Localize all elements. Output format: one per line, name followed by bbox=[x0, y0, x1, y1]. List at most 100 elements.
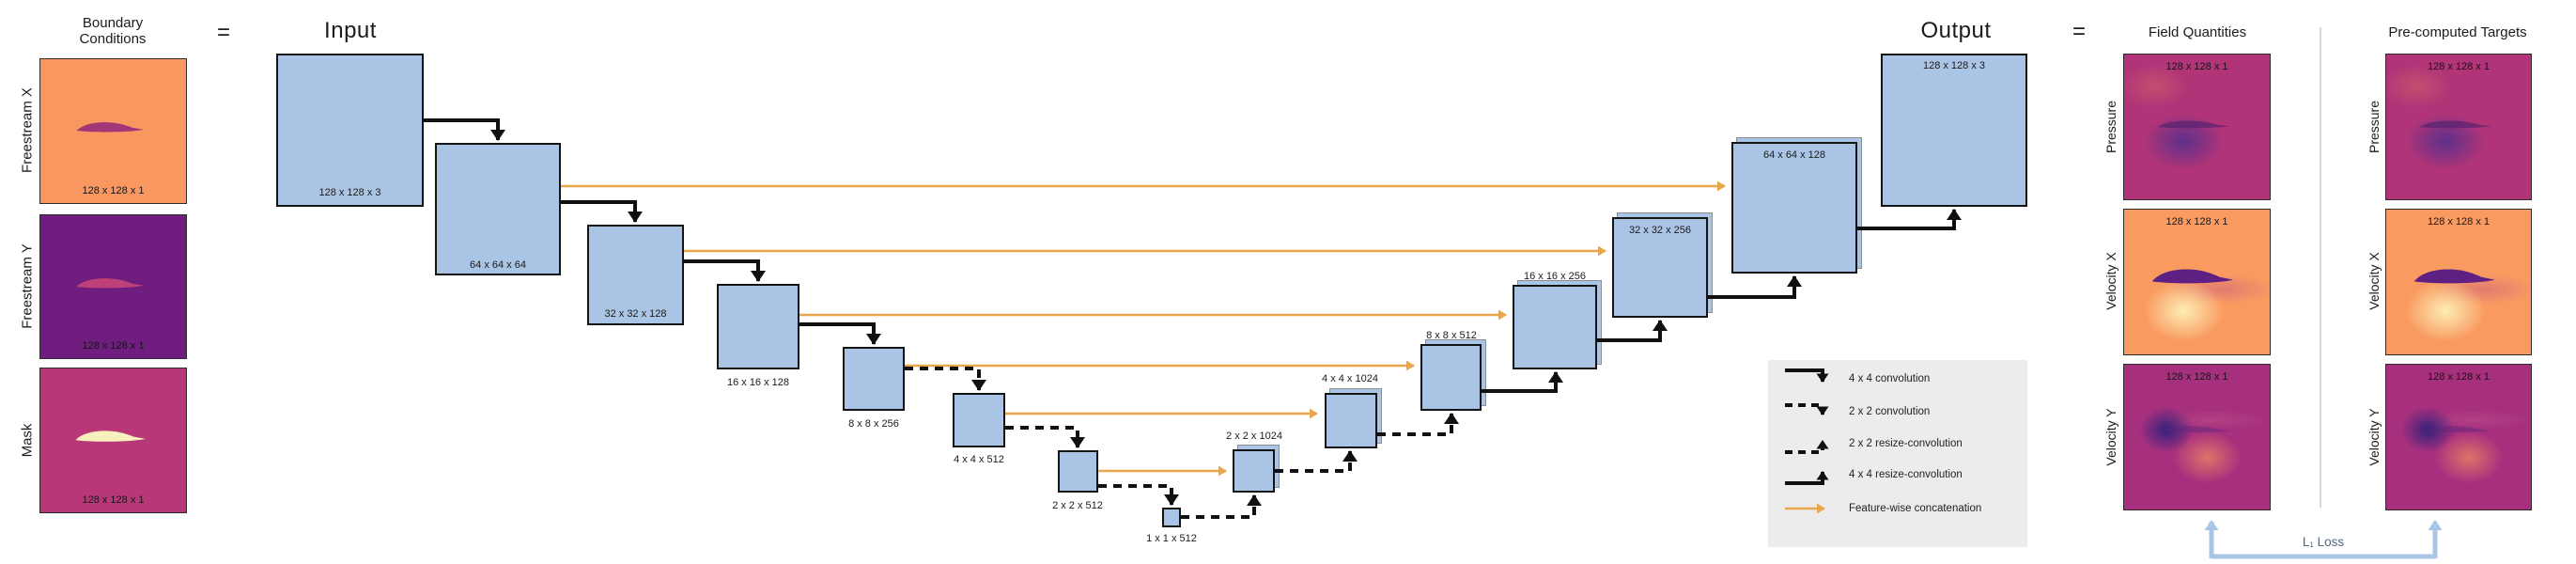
resize-arrow-dashed bbox=[1377, 413, 1459, 436]
conv-arrow bbox=[799, 322, 881, 345]
freestream-y-label: Freestream Y bbox=[19, 243, 36, 329]
unet-box-dec-16-label: 16 x 16 x 256 bbox=[1523, 271, 1587, 282]
unet-box-enc-2-label: 2 x 2 x 512 bbox=[1052, 500, 1103, 511]
airfoil-shape bbox=[76, 277, 145, 289]
target-velocity-x-label: Velocity X bbox=[2367, 252, 2382, 310]
unet-box-enc-2 bbox=[1058, 450, 1098, 493]
conv-arrow bbox=[561, 200, 643, 223]
airfoil-shape bbox=[2151, 268, 2233, 283]
solid-up-arrow-icon bbox=[1785, 471, 1829, 485]
equals-sign-right: = bbox=[2072, 19, 2086, 44]
mask-image: 128 x 128 x 1 bbox=[39, 368, 187, 513]
target-pressure-image: 128 x 128 x 1 bbox=[2385, 54, 2532, 200]
legend-label: 2 x 2 convolution bbox=[1849, 406, 1931, 417]
legend-item-resize4: 4 x 4 resize-convolution bbox=[1781, 462, 1963, 488]
unet-box-enc-64-label: 64 x 64 x 64 bbox=[470, 259, 526, 271]
field-velocity-x-label: Velocity X bbox=[2103, 252, 2118, 310]
unet-box-output bbox=[1881, 54, 2027, 207]
airfoil-shape bbox=[2157, 426, 2231, 433]
unet-box-enc-4-label: 4 x 4 x 512 bbox=[954, 454, 1004, 465]
unet-box-input bbox=[276, 54, 424, 207]
legend: 4 x 4 convolution 2 x 2 convolution 2 x … bbox=[1768, 360, 2027, 547]
resize-arrow-dashed bbox=[1181, 494, 1262, 519]
airfoil-shape bbox=[75, 431, 146, 442]
legend-label: Feature-wise concatenation bbox=[1849, 503, 1982, 514]
precomputed-targets-title: Pre-computed Targets bbox=[2388, 24, 2527, 40]
unet-box-enc-32 bbox=[587, 225, 684, 325]
freestream-x-dims: 128 x 128 x 1 bbox=[82, 185, 145, 196]
equals-sign-left: = bbox=[216, 20, 230, 45]
target-velocity-y-label: Velocity Y bbox=[2367, 408, 2382, 466]
airfoil-shape bbox=[2419, 426, 2492, 433]
resize-arrow bbox=[1857, 209, 1962, 230]
legend-item-resize2: 2 x 2 resize-convolution bbox=[1781, 431, 1963, 457]
unet-box-dec-64-label: 64 x 64 x 128 bbox=[1762, 149, 1826, 161]
dashed-down-arrow-icon bbox=[1785, 403, 1829, 415]
target-velocity-y-image: 128 x 128 x 1 bbox=[2385, 364, 2532, 510]
freestream-y-image: 128 x 128 x 1 bbox=[39, 214, 187, 359]
boundary-conditions-title-line1: Boundary bbox=[82, 15, 144, 31]
conv-arrow-dashed bbox=[1005, 426, 1085, 448]
target-velocity-y-dims: 128 x 128 x 1 bbox=[2427, 371, 2491, 383]
solid-down-arrow-icon bbox=[1785, 368, 1829, 383]
target-velocity-x-dims: 128 x 128 x 1 bbox=[2427, 216, 2491, 227]
resize-arrow bbox=[1708, 275, 1802, 299]
airfoil-shape bbox=[2413, 268, 2495, 283]
conv-arrow bbox=[424, 118, 505, 141]
output-title: Output bbox=[1920, 18, 1992, 43]
target-pressure-label: Pressure bbox=[2367, 100, 2382, 154]
unet-box-dec-32 bbox=[1612, 217, 1708, 318]
legend-item-concat: Feature-wise concatenation bbox=[1781, 495, 1981, 522]
field-pressure-dims: 128 x 128 x 1 bbox=[2165, 61, 2228, 72]
legend-label: 4 x 4 convolution bbox=[1849, 373, 1931, 384]
unet-box-dec-8 bbox=[1420, 344, 1482, 411]
conv-arrow-dashed bbox=[905, 367, 986, 391]
field-velocity-x-dims: 128 x 128 x 1 bbox=[2165, 216, 2228, 227]
mask-label: Mask bbox=[19, 423, 36, 458]
unet-box-dec-32-label: 32 x 32 x 256 bbox=[1628, 225, 1692, 236]
unet-box-bottleneck bbox=[1162, 508, 1181, 527]
airfoil-shape bbox=[2419, 120, 2492, 129]
airfoil-shape bbox=[76, 122, 145, 133]
resize-arrow-dashed bbox=[1275, 450, 1358, 473]
unet-box-dec-16 bbox=[1513, 285, 1597, 369]
unet-box-bottleneck-label: 1 x 1 x 512 bbox=[1146, 533, 1197, 544]
boundary-conditions-title: Boundary Conditions bbox=[38, 15, 188, 47]
l1-loss-label: L₁ Loss bbox=[2302, 535, 2345, 549]
boundary-conditions-title-line2: Conditions bbox=[79, 31, 147, 47]
legend-label: 2 x 2 resize-convolution bbox=[1849, 438, 1963, 449]
field-velocity-x-image: 128 x 128 x 1 bbox=[2123, 209, 2271, 355]
field-quantities-title: Field Quantities bbox=[2148, 24, 2247, 40]
orange-right-arrow-icon bbox=[1785, 503, 1825, 514]
unet-box-dec-4-label: 4 x 4 x 1024 bbox=[1322, 373, 1378, 384]
legend-item-conv4: 4 x 4 convolution bbox=[1781, 366, 1930, 392]
target-velocity-x-image: 128 x 128 x 1 bbox=[2385, 209, 2532, 355]
dashed-up-arrow-icon bbox=[1785, 440, 1829, 454]
conv-arrow bbox=[684, 259, 766, 282]
resize-arrow bbox=[1597, 320, 1668, 342]
legend-label: 4 x 4 resize-convolution bbox=[1849, 469, 1963, 480]
unet-box-enc-8 bbox=[843, 347, 905, 411]
field-velocity-y-label: Velocity Y bbox=[2103, 408, 2118, 466]
unet-box-enc-16 bbox=[717, 284, 799, 369]
unet-box-dec-2 bbox=[1233, 449, 1275, 493]
freestream-x-image: 128 x 128 x 1 bbox=[39, 58, 187, 204]
conv-2x2-arrows bbox=[905, 367, 1179, 506]
field-velocity-y-dims: 128 x 128 x 1 bbox=[2165, 371, 2228, 383]
airfoil-shape bbox=[2157, 120, 2231, 129]
field-pressure-label: Pressure bbox=[2103, 100, 2118, 154]
field-pressure-image: 128 x 128 x 1 bbox=[2123, 54, 2271, 200]
unet-box-enc-8-label: 8 x 8 x 256 bbox=[848, 418, 899, 430]
target-pressure-dims: 128 x 128 x 1 bbox=[2427, 61, 2491, 72]
unet-box-enc-4 bbox=[953, 393, 1005, 447]
unet-box-input-label: 128 x 128 x 3 bbox=[318, 187, 381, 198]
resize-arrow bbox=[1482, 371, 1563, 393]
unet-box-dec-8-label: 8 x 8 x 512 bbox=[1426, 330, 1477, 341]
freestream-y-dims: 128 x 128 x 1 bbox=[82, 340, 145, 352]
mask-dims: 128 x 128 x 1 bbox=[82, 494, 145, 506]
unet-box-dec-2-label: 2 x 2 x 1024 bbox=[1226, 431, 1282, 442]
unet-box-dec-4 bbox=[1325, 393, 1377, 448]
resize-conv-2x2-arrows bbox=[1181, 413, 1459, 519]
unet-box-enc-64 bbox=[435, 143, 561, 275]
